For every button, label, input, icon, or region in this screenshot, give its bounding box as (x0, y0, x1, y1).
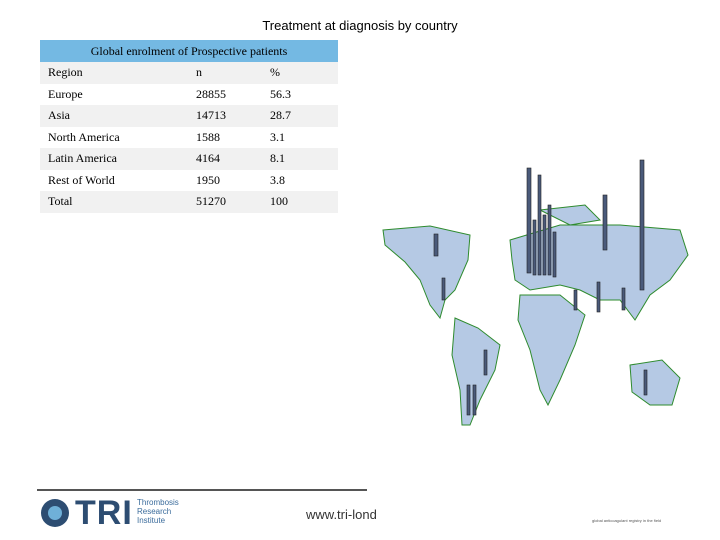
eurasia (509, 224, 689, 321)
table-cell: % (262, 62, 338, 84)
bar (542, 214, 547, 276)
bar (537, 174, 542, 276)
table-row: Europe 28855 56.3 (40, 83, 338, 105)
table-cell: 3.8 (262, 169, 338, 191)
bar (573, 289, 578, 311)
bar (547, 204, 552, 276)
website: www.tri-lond (306, 507, 377, 522)
footer-rule (37, 489, 367, 491)
table-row: North America 1588 3.1 (40, 126, 338, 148)
table-body: Region n% Europe 28855 56.3 Asia 14713 28.7 Nort… (40, 62, 338, 213)
bar (532, 219, 537, 276)
africa (517, 294, 586, 407)
table-cell: Rest of World (40, 169, 188, 191)
table-cell: 8.1 (262, 148, 338, 170)
bar (596, 281, 601, 313)
arctic (538, 204, 602, 226)
table-row: Rest of World 1950 3.8 (40, 169, 338, 191)
bar (526, 167, 532, 274)
table-row: Total 51270 100 (40, 191, 338, 213)
north-america (382, 225, 471, 320)
bar (552, 231, 557, 278)
bar (441, 277, 446, 301)
tagline: global anticoagulant registry in the fie… (592, 518, 662, 523)
tri-logo-mark (41, 499, 69, 527)
table-cell: 1588 (188, 126, 262, 148)
bar (483, 349, 488, 376)
table-cell: 51270 (188, 191, 262, 213)
table-cell: 100 (262, 191, 338, 213)
table-row: Asia 14713 28.7 (40, 105, 338, 127)
table-cell: Europe (40, 83, 188, 105)
table-cell: 28855 (188, 83, 262, 105)
bar (621, 287, 626, 311)
table-cell: 14713 (188, 105, 262, 127)
bar (643, 369, 648, 396)
table-cell: 56.3 (262, 83, 338, 105)
bar (602, 194, 608, 251)
bar (433, 233, 439, 257)
bar (466, 384, 471, 416)
slide-title: Treatment at diagnosis by country (262, 18, 458, 33)
enrolment-table: Global enrolment of Prospective patients… (40, 40, 338, 213)
table-cell: North America (40, 126, 188, 148)
bar (472, 384, 477, 416)
table-cell: Region (40, 62, 188, 84)
bar (639, 159, 645, 291)
table-cell: 28.7 (262, 105, 338, 127)
table-cell: n (188, 62, 262, 84)
south-america (451, 317, 501, 426)
australia (629, 359, 681, 406)
table-cell: Total (40, 191, 188, 213)
logo-text: TRI (75, 494, 133, 532)
table-cell: Latin America (40, 148, 188, 170)
table-cell: Asia (40, 105, 188, 127)
institute-name: Thrombosis Research Institute (137, 498, 179, 525)
table-cell: 4164 (188, 148, 262, 170)
table-cell: 3.1 (262, 126, 338, 148)
table-row: Latin America 4164 8.1 (40, 148, 338, 170)
table-cell: 1950 (188, 169, 262, 191)
table-caption: Global enrolment of Prospective patients (40, 40, 338, 62)
table-row: Region n% (40, 62, 338, 84)
